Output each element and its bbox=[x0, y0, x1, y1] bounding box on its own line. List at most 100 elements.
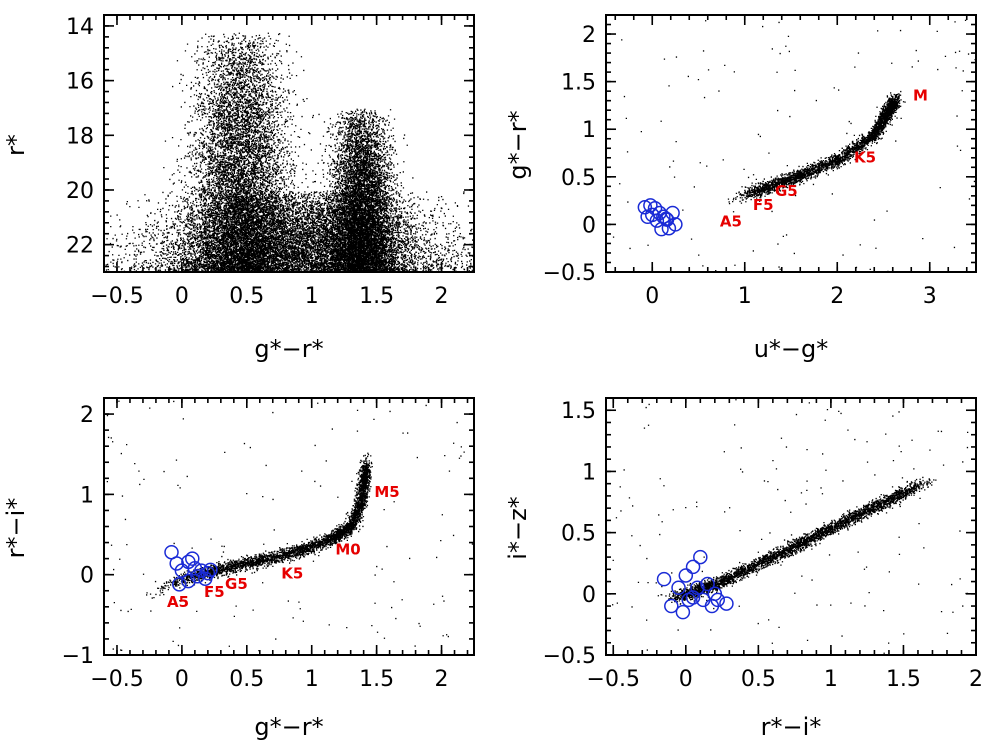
x-tick-label: 0 bbox=[645, 284, 659, 309]
x-tick-label: 0 bbox=[175, 284, 189, 309]
scatter-points bbox=[105, 32, 474, 273]
y-tick-label: 1.5 bbox=[561, 71, 596, 96]
panel-d-ticks: −0.5 0 0.5 1 1.5 2 −0.5 0 0.5 1 1.5 bbox=[543, 398, 983, 692]
panel-d: −0.5 0 0.5 1 1.5 2 −0.5 0 0.5 1 1.5 r*−i* i*−z* bbox=[504, 397, 983, 741]
blue-circle-marker bbox=[685, 590, 701, 605]
panel-c-ticks: −0.5 0 0.5 1 1.5 2 −1 0 1 2 bbox=[62, 398, 474, 692]
blue-circle-marker bbox=[203, 562, 218, 578]
x-tick-label: 3 bbox=[923, 284, 937, 309]
x-tick-label: 1 bbox=[738, 284, 752, 309]
x-tick-label: 0.5 bbox=[229, 284, 264, 309]
blue-circle-marker bbox=[661, 220, 677, 236]
blue-circle-marker bbox=[664, 598, 679, 614]
x-tick-label: 1 bbox=[305, 284, 319, 309]
spectral-type-label: K5 bbox=[281, 565, 303, 583]
x-tick-label: 2 bbox=[435, 667, 449, 692]
panel-b-frame bbox=[605, 14, 977, 273]
blue-circle-marker bbox=[693, 549, 708, 565]
panel-b-xlabel: u*−g* bbox=[754, 335, 829, 363]
blue-circle-marker bbox=[181, 573, 196, 589]
plot-frame bbox=[605, 397, 977, 656]
spectral-type-label: G5 bbox=[225, 575, 248, 593]
panel-c-xlabel: g*−r* bbox=[254, 713, 323, 741]
panel-d-ylabel: i*−z* bbox=[504, 496, 532, 559]
blue-circle-marker bbox=[658, 211, 674, 226]
y-tick-label: −0.5 bbox=[543, 644, 596, 669]
panel-b-ylabel: g*−r* bbox=[504, 110, 532, 179]
y-tick-label: 0 bbox=[80, 564, 94, 589]
blue-circle-marker bbox=[194, 563, 209, 578]
x-tick-label: 0.5 bbox=[741, 667, 776, 692]
y-tick-label: −1 bbox=[62, 644, 94, 669]
spectral-type-label: A5 bbox=[167, 593, 189, 611]
blue-circle-marker bbox=[187, 561, 203, 576]
panel-b-circles bbox=[637, 198, 683, 237]
panel-d-circles bbox=[656, 549, 734, 620]
blue-circle-marker bbox=[200, 565, 216, 581]
panel-d-frame bbox=[605, 397, 977, 656]
panel-a-xlabel: g*−r* bbox=[254, 335, 323, 363]
blue-circle-marker bbox=[719, 596, 734, 611]
panel-d-xlabel: r*−i* bbox=[761, 713, 822, 741]
panel-d-points bbox=[612, 399, 969, 654]
y-tick-label: 14 bbox=[66, 15, 94, 40]
blue-circle-marker bbox=[675, 604, 691, 620]
spectral-type-label: F5 bbox=[753, 196, 774, 214]
panel-a-ticks: −0.5 0 0.5 1 1.5 2 14 16 18 20 22 bbox=[66, 15, 474, 309]
y-tick-label: −0.5 bbox=[543, 261, 596, 286]
y-tick-label: 0.5 bbox=[561, 166, 596, 191]
blue-circle-marker bbox=[690, 580, 705, 595]
x-tick-label: −0.5 bbox=[90, 667, 143, 692]
x-tick-label: 1.5 bbox=[359, 284, 394, 309]
blue-circle-marker bbox=[169, 556, 184, 571]
spectral-type-label: M bbox=[913, 87, 928, 105]
x-tick-label: 0 bbox=[175, 667, 189, 692]
x-tick-label: 1.5 bbox=[359, 667, 394, 692]
scatter-points bbox=[612, 399, 969, 654]
blue-circle-marker bbox=[685, 559, 701, 575]
spectral-type-label: M0 bbox=[335, 541, 360, 559]
plot-frame bbox=[605, 14, 977, 273]
blue-circle-marker bbox=[700, 576, 715, 592]
panel-a-frame bbox=[103, 14, 475, 273]
x-tick-label: −0.5 bbox=[587, 667, 640, 692]
blue-circle-marker bbox=[671, 580, 686, 595]
y-tick-label: 1 bbox=[80, 483, 94, 508]
spectral-type-label: F5 bbox=[204, 583, 225, 601]
y-tick-label: 22 bbox=[66, 234, 94, 259]
plot-frame bbox=[103, 14, 475, 273]
x-tick-label: 1.5 bbox=[886, 667, 921, 692]
x-tick-label: 1 bbox=[824, 667, 838, 692]
y-tick-label: 2 bbox=[582, 23, 596, 48]
blue-circle-marker bbox=[656, 571, 672, 587]
panel-a-ylabel: r* bbox=[2, 134, 30, 156]
blue-circle-marker bbox=[185, 551, 200, 566]
x-tick-label: 1 bbox=[305, 667, 319, 692]
blue-circle-marker bbox=[707, 586, 723, 602]
x-tick-label: 2 bbox=[969, 667, 983, 692]
blue-circle-marker bbox=[640, 209, 655, 225]
y-tick-label: 18 bbox=[66, 124, 94, 149]
spectral-type-label: A5 bbox=[720, 212, 742, 230]
panel-a-points bbox=[105, 32, 474, 273]
spectral-type-label: K5 bbox=[854, 149, 876, 167]
y-tick-label: 0.5 bbox=[561, 522, 596, 547]
blue-circle-marker bbox=[172, 577, 187, 592]
x-tick-label: −0.5 bbox=[90, 284, 143, 309]
blue-circle-marker bbox=[678, 568, 694, 583]
x-tick-label: 0 bbox=[679, 667, 693, 692]
y-tick-label: 0 bbox=[582, 583, 596, 608]
spectral-type-label: M5 bbox=[374, 483, 399, 501]
y-tick-label: 1 bbox=[582, 460, 596, 485]
panel-a: −0.5 0 0.5 1 1.5 2 14 16 18 20 22 g*−r* r* bbox=[2, 14, 475, 363]
panel-b-ticks: 0 1 2 3 −0.5 0 0.5 1 1.5 2 bbox=[543, 15, 976, 309]
panel-c-ylabel: r*−i* bbox=[2, 498, 30, 559]
spectral-type-label: G5 bbox=[775, 182, 798, 200]
y-tick-label: 0 bbox=[582, 213, 596, 238]
y-tick-label: 1 bbox=[582, 118, 596, 143]
